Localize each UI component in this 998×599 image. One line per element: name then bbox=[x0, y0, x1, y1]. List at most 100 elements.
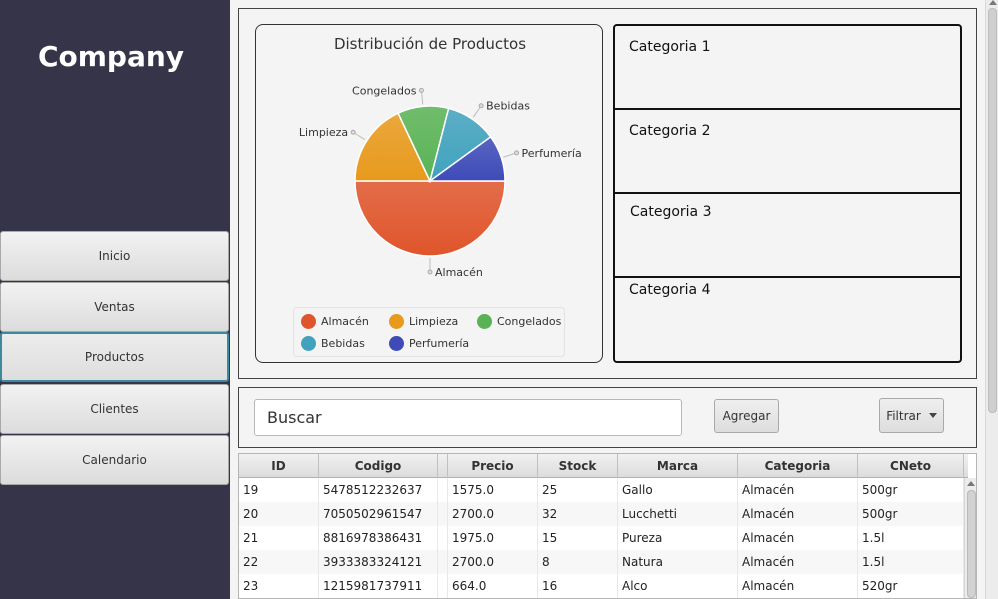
category-card-4[interactable]: Categoria 4 bbox=[615, 278, 960, 361]
pie-label: Bebidas bbox=[486, 100, 530, 113]
nav-productos-button[interactable]: Productos bbox=[0, 332, 229, 382]
column-header[interactable]: ID bbox=[239, 454, 319, 478]
legend-item-congelados: Congelados bbox=[477, 314, 561, 329]
main-scrollbar[interactable] bbox=[985, 0, 998, 599]
table-cell: 500gr bbox=[858, 478, 964, 502]
column-header[interactable]: Precio bbox=[448, 454, 538, 478]
table-cell: Natura bbox=[618, 550, 738, 574]
table-cell: 2700.0 bbox=[448, 550, 538, 574]
table-scroll-thumb[interactable] bbox=[967, 490, 976, 598]
column-header[interactable]: Marca bbox=[618, 454, 738, 478]
pie-chart: Almacén Limpieza Congelados Bebidas Perfumer… bbox=[299, 84, 582, 279]
nav-inicio-button[interactable]: Inicio bbox=[0, 231, 229, 281]
chart-legend: Almacén Limpieza Congelados Bebidas Perf… bbox=[293, 307, 565, 357]
pie-label-dot bbox=[478, 103, 484, 109]
filter-button-label: Filtrar bbox=[886, 408, 921, 423]
legend-label: Bebidas bbox=[321, 337, 365, 350]
legend-dot bbox=[301, 314, 316, 329]
table-row[interactable]: 20 7050502961547 2700.0 32 Lucchetti Almacén 5… bbox=[239, 502, 964, 526]
legend-label: Perfumería bbox=[409, 337, 470, 350]
legend-dot bbox=[389, 336, 404, 351]
column-header[interactable]: Codigo bbox=[319, 454, 438, 478]
chart-title: Distribución de Productos bbox=[333, 35, 527, 53]
pie-label: Limpieza bbox=[299, 126, 348, 139]
column-header[interactable]: Categoria bbox=[738, 454, 858, 478]
categories-panel: Categoria 1 Categoria 2 Categoria 3 Cate… bbox=[613, 24, 962, 363]
table-cell: 23 bbox=[239, 574, 319, 598]
category-card-2[interactable]: Categoria 2 bbox=[615, 110, 960, 194]
products-table: ID Codigo Precio Stock Marca Categoria CNeto 1… bbox=[238, 453, 977, 599]
pie-label-dot bbox=[418, 87, 424, 93]
legend-item-limpieza: Limpieza bbox=[389, 314, 458, 329]
table-cell: 1975.0 bbox=[448, 526, 538, 550]
nav-ventas-button[interactable]: Ventas bbox=[0, 282, 229, 332]
column-header[interactable]: Stock bbox=[538, 454, 618, 478]
category-card-1[interactable]: Categoria 1 bbox=[615, 26, 960, 110]
table-cell: Alco bbox=[618, 574, 738, 598]
table-cell: 20 bbox=[239, 502, 319, 526]
pie-slice-4 bbox=[427, 135, 506, 182]
table-cell: Almacén bbox=[738, 550, 858, 574]
category-label: Categoria 1 bbox=[629, 39, 711, 55]
table-cell: 1575.0 bbox=[448, 478, 538, 502]
table-header: ID Codigo Precio Stock Marca Categoria CNeto bbox=[239, 454, 968, 478]
chevron-down-icon bbox=[928, 413, 937, 418]
category-card-3[interactable]: Categoria 3 bbox=[615, 194, 960, 278]
table-cell: 1.5l bbox=[858, 526, 964, 550]
pie-label-dot bbox=[514, 150, 520, 156]
chart-card: Distribución de Productos Almacén Limpiez… bbox=[255, 24, 603, 363]
table-cell bbox=[438, 574, 448, 598]
legend-item-bebidas: Bebidas bbox=[301, 336, 365, 351]
legend-label: Congelados bbox=[497, 315, 562, 328]
table-cell: Gallo bbox=[618, 478, 738, 502]
table-cell: Almacén bbox=[738, 502, 858, 526]
pie-label-dot bbox=[427, 269, 433, 275]
brand-title: Company bbox=[37, 40, 185, 73]
table-cell: 664.0 bbox=[448, 574, 538, 598]
table-cell: 520gr bbox=[858, 574, 964, 598]
table-cell bbox=[438, 526, 448, 550]
main-scroll-thumb[interactable] bbox=[988, 8, 997, 413]
table-cell: 19 bbox=[239, 478, 319, 502]
pie-slice-0 bbox=[354, 180, 506, 257]
table-cell bbox=[438, 550, 448, 574]
add-button[interactable]: Agregar bbox=[714, 399, 779, 433]
nav-calendario-button[interactable]: Calendario bbox=[0, 435, 229, 485]
table-cell: Almacén bbox=[738, 574, 858, 598]
table-row[interactable]: 22 3933383324121 2700.0 8 Natura Almacén 1.5l bbox=[239, 550, 964, 574]
filter-button[interactable]: Filtrar bbox=[879, 398, 944, 433]
search-input[interactable] bbox=[254, 399, 682, 436]
table-cell: 5478512232637 bbox=[319, 478, 438, 502]
table-row[interactable]: 21 8816978386431 1975.0 15 Pureza Almacén 1.5l bbox=[239, 526, 964, 550]
legend-item-perfumeria: Perfumería bbox=[389, 336, 469, 351]
table-cell: 25 bbox=[538, 478, 618, 502]
column-header[interactable] bbox=[438, 454, 448, 478]
table-row[interactable]: 23 1215981737911 664.0 16 Alco Almacén 520gr bbox=[239, 574, 964, 598]
table-cell: Lucchetti bbox=[618, 502, 738, 526]
pie-slice-1 bbox=[354, 112, 432, 182]
scroll-up-icon[interactable] bbox=[989, 0, 997, 5]
table-cell: 2700.0 bbox=[448, 502, 538, 526]
table-cell: 8816978386431 bbox=[319, 526, 438, 550]
pie-label: Almacén bbox=[435, 266, 483, 279]
table-cell: 3933383324121 bbox=[319, 550, 438, 574]
nav-clientes-button[interactable]: Clientes bbox=[0, 384, 229, 434]
table-cell: 16 bbox=[538, 574, 618, 598]
table-cell bbox=[438, 478, 448, 502]
scroll-up-icon[interactable] bbox=[967, 481, 975, 486]
table-cell: 8 bbox=[538, 550, 618, 574]
table-cell: 7050502961547 bbox=[319, 502, 438, 526]
add-button-label: Agregar bbox=[722, 409, 771, 423]
table-cell: Pureza bbox=[618, 526, 738, 550]
pie-label: Perfumería bbox=[522, 147, 582, 160]
column-header[interactable]: CNeto bbox=[858, 454, 964, 478]
sidebar: Company Inicio Ventas Productos Clientes… bbox=[0, 0, 230, 599]
nav-label: Clientes bbox=[90, 402, 139, 416]
table-row[interactable]: 19 5478512232637 1575.0 25 Gallo Almacén 500gr bbox=[239, 478, 964, 502]
table-scrollbar[interactable] bbox=[964, 478, 976, 598]
pie-label: Congelados bbox=[352, 84, 417, 97]
category-label: Categoria 2 bbox=[629, 123, 711, 139]
legend-dot bbox=[301, 336, 316, 351]
table-cell: 22 bbox=[239, 550, 319, 574]
